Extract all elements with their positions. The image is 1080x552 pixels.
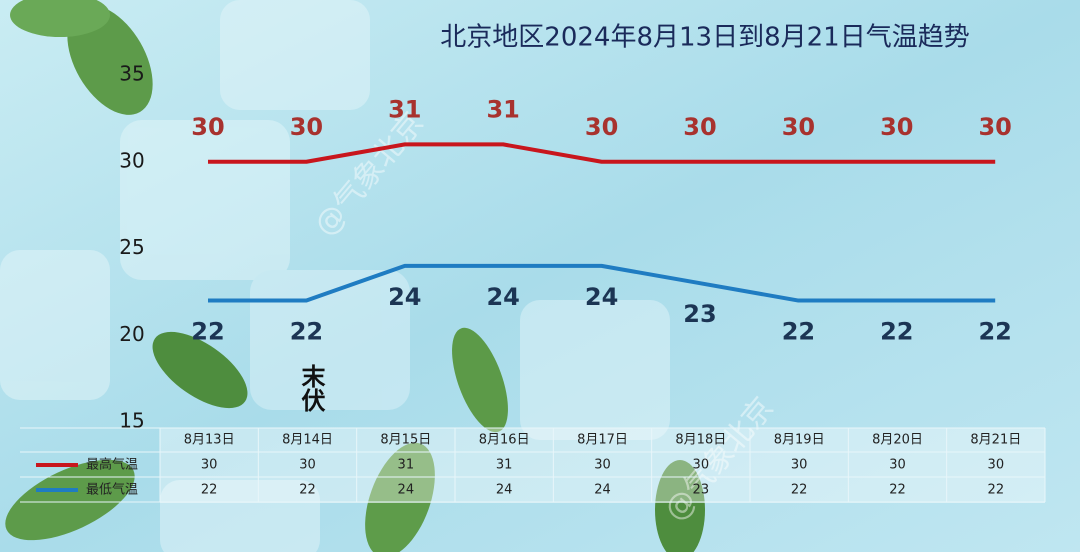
data-label: 31 [486,95,519,123]
table-cell: 22 [201,483,218,498]
table-cell: 30 [299,458,316,473]
data-label: 24 [486,283,519,311]
x-tick-label: 8月21日 [970,433,1021,448]
table-cell: 30 [889,458,906,473]
data-label: 30 [683,113,716,141]
data-label: 31 [388,95,421,123]
table-cell: 23 [693,483,710,498]
table-cell: 24 [594,483,611,498]
table-cell: 30 [988,458,1005,473]
table-cell: 30 [791,458,808,473]
data-label: 22 [191,318,224,346]
data-label: 30 [880,113,913,141]
data-label: 30 [978,113,1011,141]
table-cell: 24 [496,483,513,498]
table-cell: 22 [791,483,808,498]
data-label: 30 [585,113,618,141]
x-tick-label: 8月13日 [184,433,235,448]
x-tick-label: 8月17日 [577,433,628,448]
data-label: 30 [191,113,224,141]
data-label: 24 [388,283,421,311]
y-tick-label: 25 [119,235,144,259]
chart-title: 北京地区2024年8月13日到8月21日气温趋势 [440,23,969,53]
table-cell: 30 [201,458,218,473]
y-tick-label: 20 [119,322,144,346]
data-label: 22 [978,318,1011,346]
decoration [160,0,670,552]
table-cell: 31 [496,458,513,473]
data-label: 22 [880,318,913,346]
x-tick-label: 8月14日 [282,433,333,448]
legend-label: 最高气温 [86,457,138,473]
series-line [208,263,996,303]
x-tick-label: 8月20日 [872,433,923,448]
y-tick-label: 30 [119,148,144,172]
x-tick-label: 8月18日 [675,433,726,448]
table-cell: 31 [398,458,415,473]
data-label: 24 [585,283,618,311]
table-cell: 22 [988,483,1005,498]
data-label: 23 [683,300,716,328]
data-label: 30 [782,113,815,141]
table-cell: 30 [594,458,611,473]
table-cell: 24 [398,483,415,498]
legend-label: 最低气温 [86,482,138,498]
x-tick-label: 8月19日 [774,433,825,448]
table-cell: 22 [889,483,906,498]
x-tick-label: 8月16日 [479,433,530,448]
table-cell: 22 [299,483,316,498]
data-label: 30 [290,113,323,141]
data-label: 22 [290,318,323,346]
series-line [208,142,996,164]
x-tick-label: 8月15日 [380,433,431,448]
y-tick-label: 15 [119,409,144,433]
table-cell: 30 [693,458,710,473]
annotation: 末伏 [297,364,325,413]
table-bg [160,428,1045,503]
y-tick-label: 35 [119,62,144,86]
data-label: 22 [782,318,815,346]
leaves [5,0,705,552]
